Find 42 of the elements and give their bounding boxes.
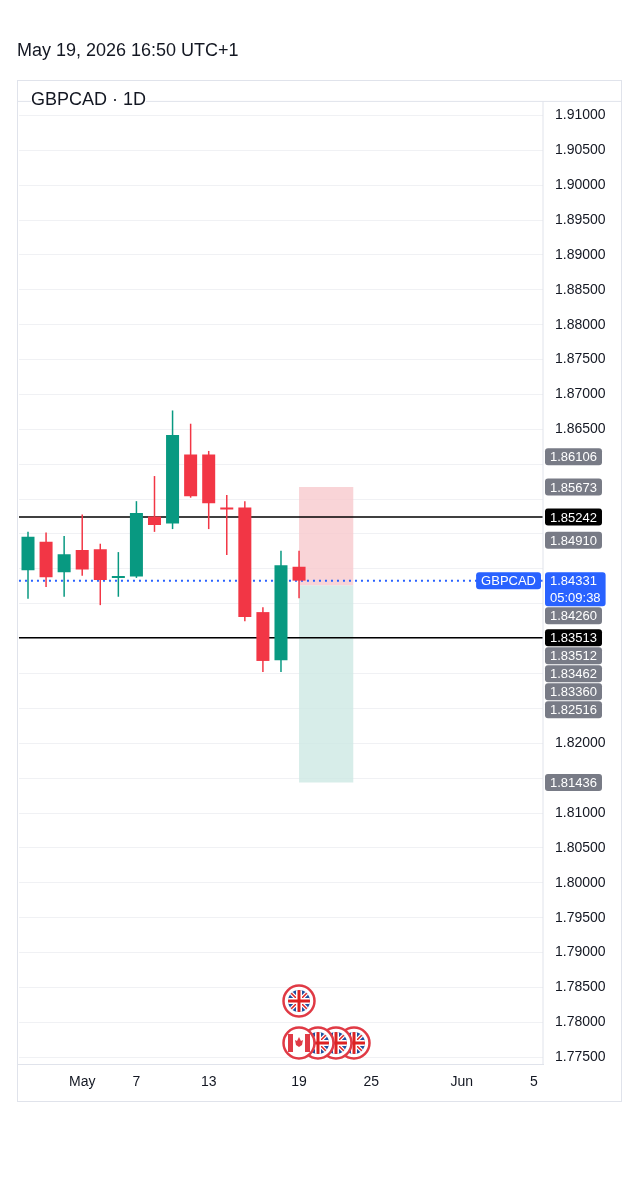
y-tick-label: 1.87500 xyxy=(555,350,606,367)
text: 1.83360 xyxy=(550,684,597,700)
text: 1.84910 xyxy=(550,532,597,548)
text: 1.82516 xyxy=(550,702,597,718)
text: 1.85673 xyxy=(550,479,597,495)
y-tick-label: 1.86500 xyxy=(555,420,606,437)
y-tick-label: 1.77500 xyxy=(555,1048,606,1065)
x-tick-label: May xyxy=(68,1073,96,1090)
y-tick-label: 1.88500 xyxy=(555,280,606,297)
y-tick-label: 1.90000 xyxy=(555,175,606,192)
ref-line-label: 1.83513 xyxy=(550,630,597,646)
text: 05:09:38 xyxy=(550,590,601,606)
y-tick-label: 1.89500 xyxy=(555,210,606,227)
text: 1.81436 xyxy=(550,775,597,791)
x-tick-label: 7 xyxy=(132,1073,141,1090)
x-tick-label: 25 xyxy=(363,1073,380,1090)
chart-title: GBPCAD · 1D xyxy=(31,89,147,110)
x-tick-label: 5 xyxy=(530,1073,539,1090)
text: 1.83512 xyxy=(550,648,597,664)
y-tick-label: 1.90500 xyxy=(555,141,606,158)
y-tick-label: 1.79500 xyxy=(555,908,606,925)
y-tick-label: 1.88000 xyxy=(555,315,606,332)
y-tick-label: 1.78500 xyxy=(555,978,606,995)
text: 1.84260 xyxy=(550,608,597,624)
ref-line-label: 1.85242 xyxy=(550,509,597,525)
y-tick-label: 1.78000 xyxy=(555,1013,606,1030)
ref-line-label: GBPCAD xyxy=(481,573,537,589)
text: 1.83462 xyxy=(550,666,597,682)
y-tick-label: 1.91000 xyxy=(555,106,606,123)
x-tick-label: 13 xyxy=(200,1073,217,1090)
y-tick-label: 1.80000 xyxy=(555,873,606,890)
y-tick-label: 1.87000 xyxy=(555,385,606,402)
text: 1.84331 xyxy=(550,573,597,589)
y-tick-label: 1.80500 xyxy=(555,838,606,855)
chart-subtitle: May 19, 2026 16:50 UTC+1 xyxy=(17,40,239,61)
y-tick-label: 1.89000 xyxy=(555,245,606,262)
y-tick-label: 1.79000 xyxy=(555,943,606,960)
y-tick-label: 1.82000 xyxy=(555,734,606,751)
y-tick-label: 1.81000 xyxy=(555,803,606,820)
x-tick-label: 19 xyxy=(291,1073,308,1090)
x-tick-label: Jun xyxy=(450,1073,473,1090)
text: 1.86106 xyxy=(550,449,597,465)
